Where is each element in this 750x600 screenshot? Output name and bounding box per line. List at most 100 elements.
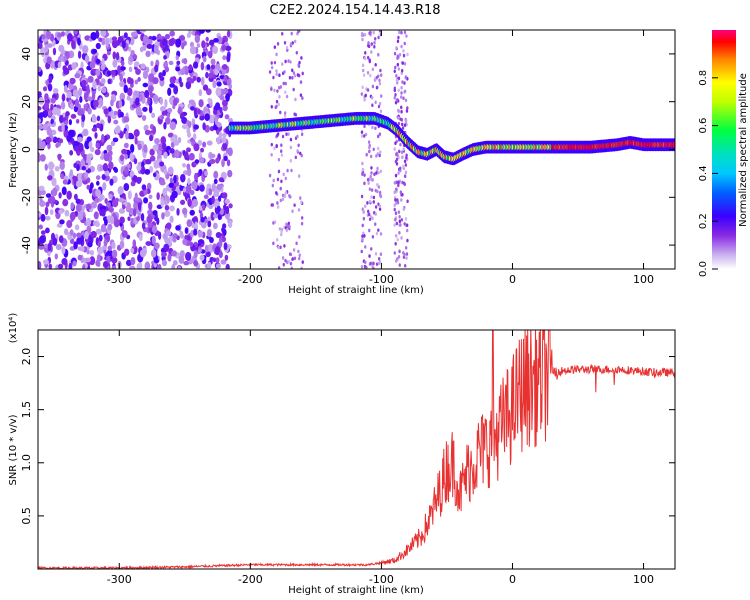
heatmap-speckle xyxy=(108,106,112,112)
heatmap-speckle xyxy=(59,161,65,170)
heatmap-speckle xyxy=(197,239,205,245)
heatmap-speckle xyxy=(74,98,79,108)
heatmap-speckle xyxy=(86,249,90,255)
heatmap-speckle xyxy=(42,259,49,265)
heatmap-speckle xyxy=(169,215,174,223)
heatmap-speckle xyxy=(66,190,72,200)
heatmap-speckle xyxy=(212,257,217,263)
heatmap-speckle xyxy=(46,43,53,48)
heatmap-speckle xyxy=(146,43,153,49)
heatmap-speckle xyxy=(299,93,303,97)
heatmap-speckle xyxy=(288,224,291,229)
heatmap-speckle xyxy=(106,50,111,56)
heatmap-speckle xyxy=(175,55,179,61)
heatmap-speckle xyxy=(362,68,365,73)
heatmap-speckle xyxy=(378,132,382,136)
heatmap-speckle xyxy=(218,177,224,183)
heatmap-speckle xyxy=(285,45,289,50)
heatmap-speckle xyxy=(45,30,52,40)
heatmap-speckle xyxy=(298,256,301,261)
heatmap-speckle xyxy=(300,153,304,158)
heatmap-speckle xyxy=(368,145,371,150)
heatmap-speckle xyxy=(296,149,299,153)
heatmap-speckle xyxy=(278,95,281,99)
heatmap-speckle xyxy=(98,97,103,106)
heatmap-speckle xyxy=(69,229,74,236)
heatmap-speckle xyxy=(100,30,107,37)
heatmap-speckle xyxy=(397,121,401,126)
heatmap-speckle xyxy=(400,91,403,95)
heatmap-speckle xyxy=(225,263,230,269)
heatmap-speckle xyxy=(405,34,408,38)
heatmap-speckle xyxy=(301,96,304,100)
heatmap-speckle xyxy=(177,190,182,196)
heatmap-speckle xyxy=(396,237,399,242)
heatmap-speckle xyxy=(119,216,125,224)
heatmap-speckle xyxy=(368,199,372,204)
heatmap-speckle xyxy=(207,188,213,196)
heatmap-speckle xyxy=(130,31,138,38)
heatmap-speckle xyxy=(398,149,401,154)
heatmap-speckle xyxy=(378,78,381,83)
heatmap-speckle xyxy=(367,209,370,214)
snr-series-line xyxy=(38,330,675,569)
heatmap-speckle xyxy=(402,96,405,100)
heatmap-speckle xyxy=(121,40,126,49)
heatmap-speckle xyxy=(144,261,151,269)
heatmap-speckle xyxy=(219,208,224,215)
heatmap-speckle xyxy=(101,133,105,143)
heatmap-speckle xyxy=(367,41,370,45)
heatmap-speckle xyxy=(378,81,382,86)
snr-xlabel: Height of straight line (km) xyxy=(288,585,424,596)
heatmap-speckle xyxy=(191,217,197,222)
heatmap-speckle xyxy=(214,102,221,111)
heatmap-speckle xyxy=(363,134,366,138)
heatmap-speckle xyxy=(393,223,396,227)
heatmap-speckle xyxy=(40,47,46,55)
heatmap-speckle xyxy=(107,223,113,231)
heatmap-speckle xyxy=(58,114,64,124)
heatmap-speckle xyxy=(111,241,116,249)
heatmap-speckle xyxy=(43,86,48,92)
heatmap-speckle xyxy=(228,203,233,209)
heatmap-speckle xyxy=(75,118,80,124)
heatmap-speckle xyxy=(377,185,381,189)
heatmap-speckle xyxy=(301,71,304,76)
heatmap-speckle xyxy=(284,176,287,181)
heatmap-speckle xyxy=(182,238,188,246)
heatmap-speckle xyxy=(69,149,74,156)
heatmap-speckle xyxy=(160,198,165,208)
heatmap-speckle xyxy=(45,193,52,198)
heatmap-speckle xyxy=(69,103,74,110)
heatmap-speckle xyxy=(275,99,279,104)
snr-ytick-label: 2.0 xyxy=(20,348,33,366)
heatmap-speckle xyxy=(186,163,191,170)
heatmap-speckle xyxy=(291,68,294,73)
heatmap-speckle xyxy=(144,169,151,175)
heatmap-speckle xyxy=(221,158,225,168)
heatmap-speckle xyxy=(57,263,64,269)
heatmap-speckle xyxy=(66,134,73,142)
heatmap-speckle xyxy=(370,50,373,54)
heatmap-speckle xyxy=(145,50,151,58)
heatmap-speckle xyxy=(371,84,375,89)
heatmap-speckle xyxy=(86,225,92,234)
heatmap-speckle xyxy=(380,94,383,98)
heatmap-speckle xyxy=(222,223,227,229)
heatmap-speckle xyxy=(376,146,380,151)
heatmap-speckle xyxy=(290,266,293,269)
heatmap-speckle xyxy=(367,181,370,185)
heatmap-speckle xyxy=(193,250,198,259)
heatmap-speckle xyxy=(129,134,135,140)
heatmap-speckle xyxy=(171,190,178,199)
heatmap-speckle xyxy=(375,231,379,236)
heatmap-speckle xyxy=(394,65,397,70)
heatmap-speckle xyxy=(295,241,298,246)
heatmap-speckle xyxy=(62,179,68,185)
heatmap-speckle xyxy=(113,110,118,116)
heatmap-speckle xyxy=(40,230,46,235)
heatmap-speckle xyxy=(119,208,124,214)
heatmap-speckle xyxy=(212,45,219,55)
heatmap-speckle xyxy=(215,257,220,264)
